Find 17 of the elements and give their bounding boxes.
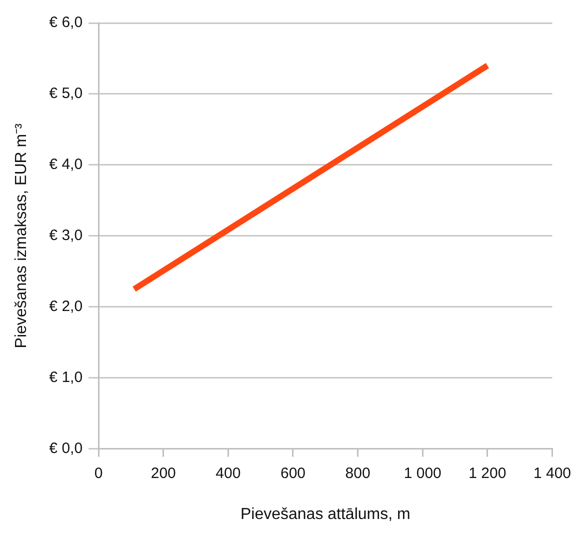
y-tick-label: € 3,0: [49, 227, 83, 244]
y-tick-label: € 2,0: [49, 298, 83, 316]
x-tick-label: 1 200: [468, 464, 506, 482]
x-tick-label: 1 000: [404, 464, 442, 482]
y-tick-label: € 6,0: [49, 14, 83, 32]
y-tick-label: € 4,0: [49, 156, 83, 174]
x-tick-label: 400: [216, 464, 241, 482]
y-axis-title: Pievešanas izmaksas, EUR m⁻³: [13, 122, 30, 348]
y-tick-label: € 5,0: [49, 85, 83, 102]
x-tick-label: 600: [280, 464, 306, 482]
x-tick-label: 800: [345, 464, 370, 482]
x-axis-title: Pievešanas attālums, m: [240, 506, 410, 523]
x-tick-label: 200: [150, 464, 176, 482]
y-tick-label: € 1,0: [49, 368, 83, 386]
x-tick-label: 1 400: [533, 464, 572, 482]
x-tick-label: 0: [94, 464, 103, 482]
y-tick-label: € 0,0: [49, 440, 83, 457]
